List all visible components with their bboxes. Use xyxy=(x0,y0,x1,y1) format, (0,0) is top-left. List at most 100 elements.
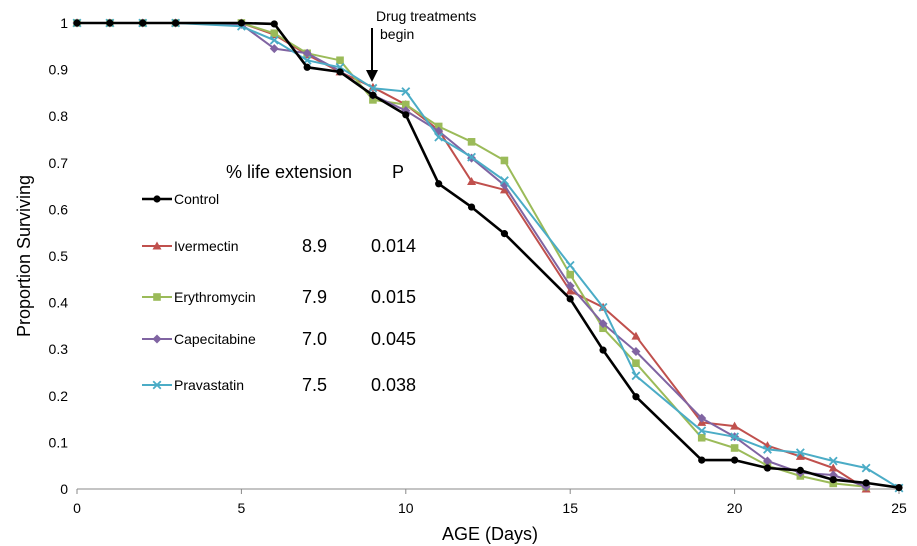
annotation-line-1: Drug treatments xyxy=(376,8,476,24)
life-extension-value-pravastatin: 7.5 xyxy=(302,375,327,395)
y-tick-label: 0.8 xyxy=(49,108,69,124)
x-axis-ticks: 0 5 10 15 20 25 xyxy=(73,489,907,516)
data-point-control xyxy=(336,68,344,76)
x-tick-label: 0 xyxy=(73,500,81,516)
data-point-ivermectin xyxy=(795,451,805,460)
x-tick-label: 5 xyxy=(238,500,246,516)
data-point-control xyxy=(566,295,574,303)
p-value-erythromycin: 0.015 xyxy=(371,287,416,307)
data-point-pravastatin xyxy=(565,260,575,270)
series-line-capecitabine xyxy=(77,22,867,488)
series-line-pravastatin xyxy=(77,22,900,489)
data-point-pravastatin xyxy=(368,83,378,93)
series-lines xyxy=(72,18,904,493)
data-point-control xyxy=(270,20,278,28)
data-point-erythromycin xyxy=(697,433,706,442)
data-point-erythromycin xyxy=(402,100,410,109)
data-point-control xyxy=(895,484,903,492)
series-erythromycin xyxy=(73,19,870,491)
data-point-control xyxy=(829,476,837,484)
data-point-capecitabine xyxy=(565,281,575,291)
data-point-erythromycin xyxy=(434,122,443,131)
data-point-control xyxy=(73,19,81,27)
legend-label-ivermectin: Ivermectin xyxy=(174,238,239,254)
data-point-control xyxy=(369,91,377,99)
series-pravastatin xyxy=(72,18,904,493)
annotation-arrow-head xyxy=(366,70,378,82)
x-tick-label: 10 xyxy=(398,500,414,516)
extension-header: % life extension xyxy=(226,162,352,182)
y-tick-label: 0.7 xyxy=(49,155,69,171)
x-axis-label: AGE (Days) xyxy=(442,524,538,544)
data-point-control xyxy=(467,203,476,211)
y-axis-ticks: 0 0.1 0.2 0.3 0.4 0.5 0.6 0.7 0.8 0.9 1 xyxy=(49,15,69,497)
data-point-pravastatin xyxy=(598,302,608,312)
y-tick-label: 0.4 xyxy=(49,295,69,311)
legend: Control Ivermectin 8.9 0.014 Erythromycin 7.9… xyxy=(142,191,416,395)
data-point-erythromycin xyxy=(829,479,838,488)
y-tick-label: 0.6 xyxy=(49,201,69,217)
data-point-control xyxy=(632,393,640,401)
data-point-control xyxy=(731,456,739,464)
x-tick-label: 25 xyxy=(891,500,907,516)
data-point-pravastatin xyxy=(434,132,444,142)
data-point-erythromycin xyxy=(467,138,476,146)
data-point-pravastatin xyxy=(500,176,509,185)
data-point-pravastatin xyxy=(401,87,411,96)
data-point-pravastatin xyxy=(795,448,805,458)
data-point-capecitabine xyxy=(762,456,772,466)
data-point-pravastatin xyxy=(763,444,772,454)
series-capecitabine xyxy=(72,18,871,492)
series-line-erythromycin xyxy=(77,22,867,488)
legend-marker-control xyxy=(153,195,161,203)
legend-marker-capecitabine xyxy=(152,334,162,344)
series-ivermectin xyxy=(72,18,871,493)
life-extension-value-capecitabine: 7.0 xyxy=(302,329,327,349)
annotation-line-2: begin xyxy=(380,26,414,42)
data-point-erythromycin xyxy=(730,444,739,452)
data-point-control xyxy=(435,180,443,188)
p-value-capecitabine: 0.045 xyxy=(371,329,416,349)
x-tick-label: 20 xyxy=(727,500,743,516)
p-value-ivermectin: 0.014 xyxy=(371,236,416,256)
y-tick-label: 1 xyxy=(60,15,68,31)
legend-marker-erythromycin xyxy=(153,293,161,301)
data-point-ivermectin xyxy=(565,286,575,295)
data-point-control xyxy=(139,19,147,27)
data-point-pravastatin xyxy=(269,35,279,45)
y-tick-label: 0.2 xyxy=(49,388,69,404)
legend-label-capecitabine: Capecitabine xyxy=(174,331,256,347)
data-point-control xyxy=(796,466,804,474)
data-point-erythromycin xyxy=(599,324,607,333)
data-point-ivermectin xyxy=(467,176,477,185)
data-point-control xyxy=(303,63,311,71)
y-axis-label: Proportion Surviving xyxy=(14,175,34,337)
data-point-capecitabine xyxy=(302,48,312,58)
data-point-capecitabine xyxy=(697,413,707,423)
data-point-ivermectin xyxy=(730,421,740,430)
legend-label-control: Control xyxy=(174,191,219,207)
data-point-control xyxy=(106,19,114,27)
legend-label-erythromycin: Erythromycin xyxy=(174,289,256,305)
data-point-pravastatin xyxy=(730,432,740,442)
data-point-control xyxy=(599,346,607,354)
data-point-pravastatin xyxy=(861,463,871,473)
y-tick-label: 0.9 xyxy=(49,62,69,78)
y-tick-label: 0 xyxy=(60,481,68,497)
data-point-pravastatin xyxy=(828,456,838,466)
life-extension-value-ivermectin: 8.9 xyxy=(302,236,327,256)
data-point-erythromycin xyxy=(500,156,509,165)
legend-marker-ivermectin xyxy=(152,241,162,250)
data-point-control xyxy=(172,19,180,27)
series-line-ivermectin xyxy=(77,22,867,490)
data-point-control xyxy=(763,464,772,472)
data-point-capecitabine xyxy=(598,319,608,329)
legend-marker-pravastatin xyxy=(152,380,162,390)
data-point-erythromycin xyxy=(369,96,377,104)
series-line-control xyxy=(77,21,900,489)
y-tick-label: 0.5 xyxy=(49,248,69,264)
data-point-erythromycin xyxy=(336,56,344,65)
series-control xyxy=(73,19,903,492)
data-point-ivermectin xyxy=(828,463,838,472)
